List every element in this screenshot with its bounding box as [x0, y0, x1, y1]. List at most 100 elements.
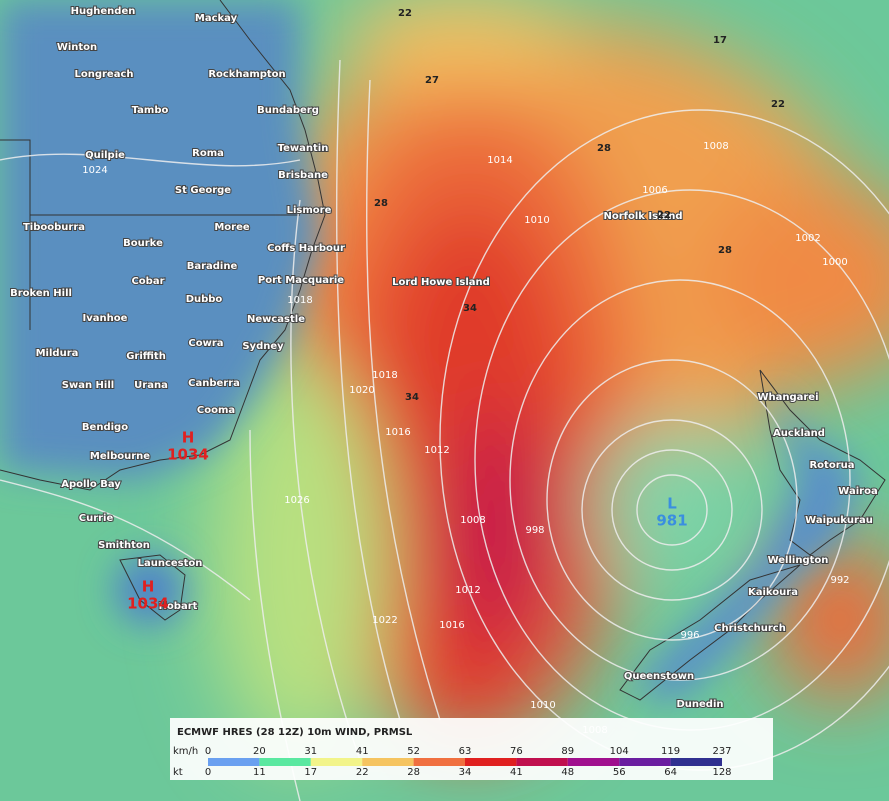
place-name: Tambo	[132, 105, 169, 116]
legend-box	[170, 718, 773, 780]
kmh-label: 41	[356, 746, 369, 757]
coastlines	[0, 0, 886, 701]
isobar-label: 1008	[460, 515, 485, 526]
place-name: Smithton	[98, 540, 150, 551]
place-name: Christchurch	[714, 623, 786, 634]
color-swatch	[465, 758, 517, 766]
place-name: Whangarei	[757, 392, 818, 403]
legend-title: ECMWF HRES (28 12Z) 10m WIND, PRMSL	[177, 727, 413, 738]
wind-label: 22	[771, 99, 785, 110]
place-name: Brisbane	[278, 170, 328, 181]
wind-field	[210, 0, 889, 760]
kmh-label: 63	[459, 746, 472, 757]
color-swatch	[413, 758, 465, 766]
place-name: Launceston	[138, 558, 203, 569]
isobar-label: 992	[830, 575, 849, 586]
isobar-label: 1000	[822, 257, 847, 268]
wind-label: 22	[398, 8, 412, 19]
place-name: Currie	[79, 513, 114, 524]
place-name: Mackay	[195, 13, 238, 24]
isobar-label: 1022	[372, 615, 397, 626]
kmh-label: 104	[610, 746, 629, 757]
isobar-label: 998	[525, 525, 544, 536]
place-name: Quilpie	[85, 150, 125, 161]
wind-label: 22	[657, 210, 671, 221]
isobar-label: 1016	[385, 427, 410, 438]
kt-label: 0	[205, 767, 211, 778]
legend-unit: km/h	[173, 746, 198, 757]
place-name: Apollo Bay	[61, 479, 121, 490]
color-swatch	[670, 758, 722, 766]
kmh-label: 237	[712, 746, 731, 757]
place-name: Longreach	[74, 69, 133, 80]
isobar-label: 1026	[284, 495, 309, 506]
isobar-label: 1014	[487, 155, 512, 166]
pressure-letter: H	[182, 429, 195, 447]
place-name: Bendigo	[82, 422, 128, 433]
color-swatch	[516, 758, 568, 766]
color-swatch	[567, 758, 620, 766]
place-name: Urana	[134, 380, 168, 391]
place-name: Norfolk Island	[603, 211, 682, 222]
kmh-label: 76	[510, 746, 523, 757]
place-name: Bourke	[123, 238, 163, 249]
place-name: Wairoa	[838, 486, 877, 497]
place-name: Cobar	[131, 276, 164, 287]
isobar-label: 1012	[424, 445, 449, 456]
pressure-value: 981	[656, 512, 687, 530]
place-name: Cowra	[188, 338, 223, 349]
place-name: Newcastle	[247, 314, 305, 325]
place-name: Swan Hill	[62, 380, 114, 391]
isobar-label: 1012	[455, 585, 480, 596]
isobar-label: 1010	[524, 215, 549, 226]
place-name: Cooma	[197, 405, 235, 416]
wind-label: 28	[718, 245, 732, 256]
color-swatch	[208, 758, 260, 766]
place-name: Rotorua	[809, 460, 854, 471]
isobar-label: 1008	[703, 141, 728, 152]
place-name: Tewantin	[278, 143, 329, 154]
place-name: Lord Howe Island	[392, 277, 490, 288]
pressure-value: 1034	[127, 595, 169, 613]
pressure-letter: L	[667, 495, 677, 513]
place-name: Mildura	[36, 348, 79, 359]
place-name: Auckland	[773, 428, 825, 439]
isobar-label: 1010	[530, 700, 555, 711]
place-name: Lismore	[287, 205, 332, 216]
kmh-label: 0	[205, 746, 211, 757]
place-name: Queenstown	[624, 671, 694, 682]
place-name: Baradine	[187, 261, 238, 272]
color-swatch	[362, 758, 414, 766]
wind-label: 27	[425, 75, 439, 86]
place-name: Port Macquarie	[258, 275, 344, 286]
place-name: Sydney	[242, 341, 284, 352]
kt-label: 34	[459, 767, 472, 778]
kmh-label: 52	[407, 746, 420, 757]
place-name: Winton	[57, 42, 97, 53]
place-name: Kaikoura	[748, 587, 798, 598]
place-name: Rockhampton	[208, 69, 285, 80]
kt-label: 22	[356, 767, 369, 778]
land-shading	[0, 0, 860, 700]
place-name: Roma	[192, 148, 224, 159]
kmh-label: 20	[253, 746, 266, 757]
pressure-letter: H	[142, 578, 155, 596]
kt-label: 128	[712, 767, 731, 778]
place-name: Coffs Harbour	[267, 243, 345, 254]
place-name: Moree	[214, 222, 250, 233]
isobar-label: 1016	[439, 620, 464, 631]
kt-label: 11	[253, 767, 266, 778]
isobar-label: 1020	[349, 385, 374, 396]
isobar-label: 1018	[287, 295, 312, 306]
kt-label: 17	[304, 767, 317, 778]
isobar-label: 1006	[642, 185, 667, 196]
place-name: Griffith	[126, 351, 166, 362]
place-name: St George	[175, 185, 231, 196]
isobar-label: 1002	[795, 233, 820, 244]
place-name: Broken Hill	[10, 288, 72, 299]
place-name: Wellington	[768, 555, 829, 566]
kmh-label: 119	[661, 746, 680, 757]
legend-unit: kt	[173, 767, 183, 778]
wind-label: 28	[597, 143, 611, 154]
